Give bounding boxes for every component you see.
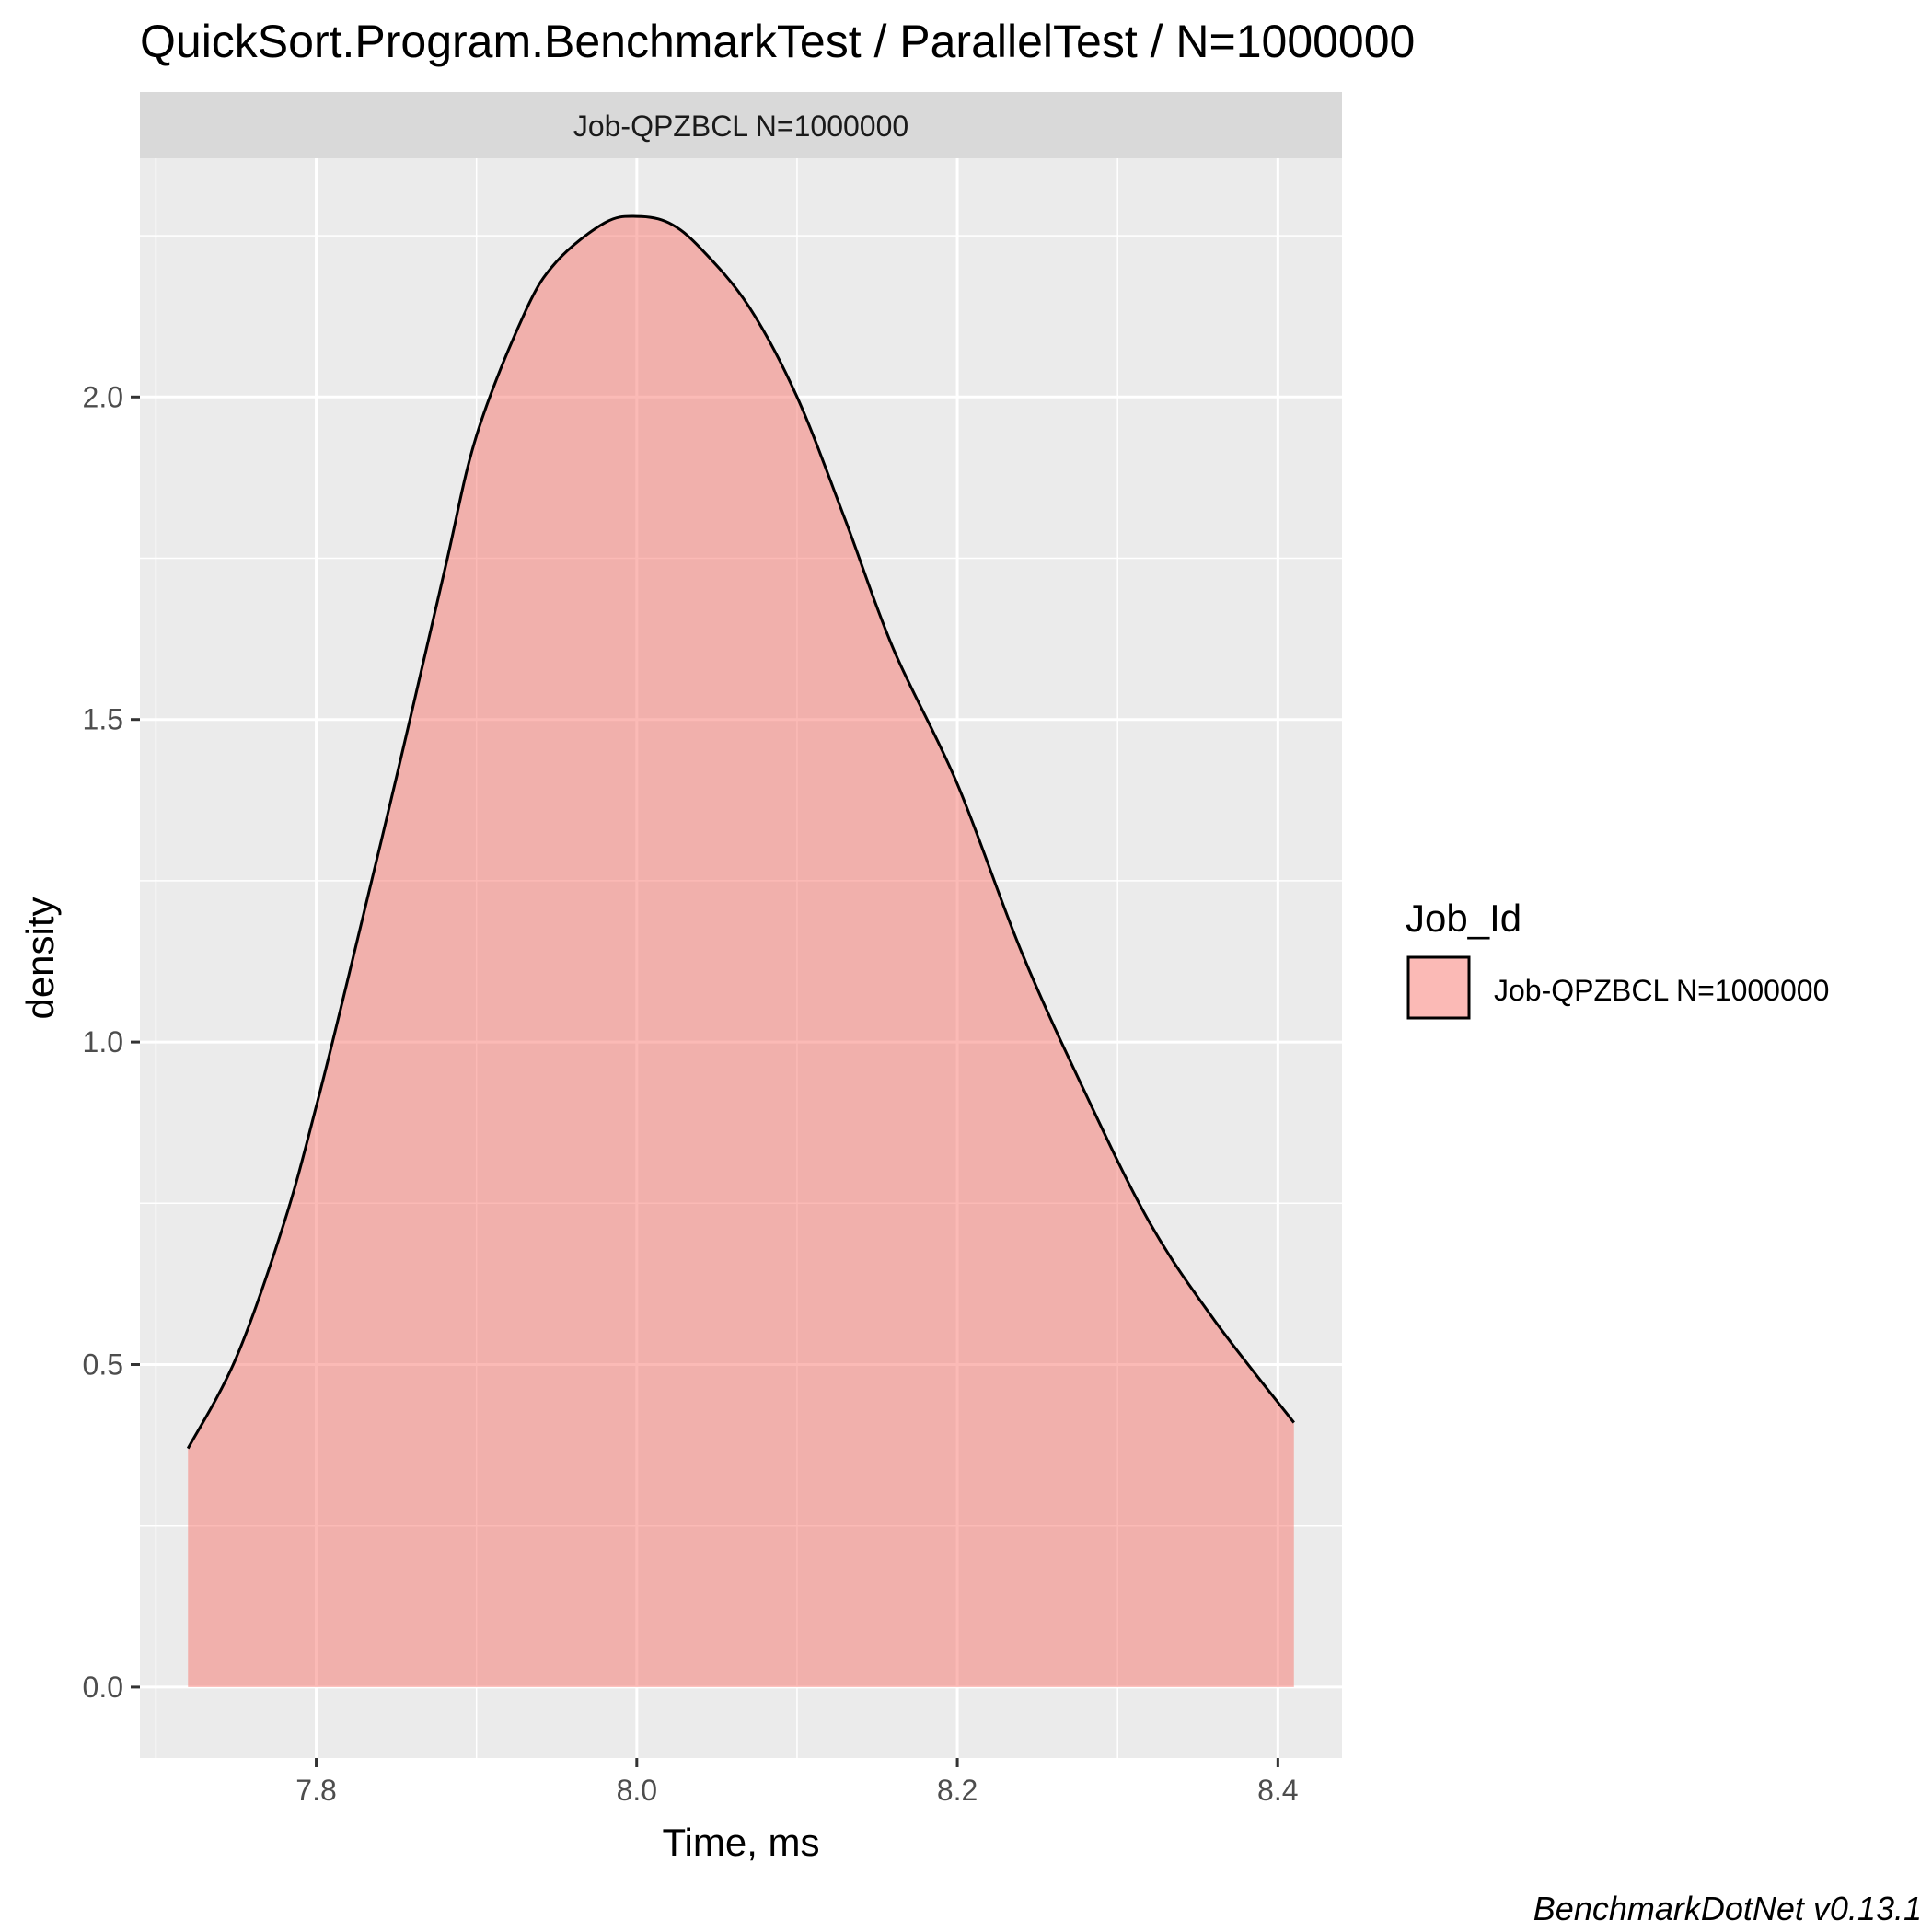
legend-title: Job_Id — [1406, 897, 1521, 940]
x-axis-title: Time, ms — [662, 1821, 819, 1864]
y-tick-label: 0.0 — [83, 1671, 123, 1704]
density-area-fill — [188, 216, 1294, 1687]
legend-key — [1406, 955, 1471, 1020]
density-curve-line — [186, 214, 1295, 1450]
y-tick-label: 0.5 — [83, 1348, 123, 1382]
x-tick-label: 8.0 — [617, 1774, 657, 1807]
density-area — [186, 214, 1295, 1687]
y-tick-label: 1.5 — [83, 703, 123, 736]
y-tick-label: 1.0 — [83, 1025, 123, 1059]
legend-entry: Job-QPZBCL N=1000000 — [1494, 974, 1829, 1007]
x-tick-label: 7.8 — [295, 1774, 336, 1807]
x-tick-label: 8.4 — [1257, 1774, 1298, 1807]
facet-strip-label: Job-QPZBCL N=1000000 — [573, 110, 908, 143]
facet-strip — [140, 92, 1342, 158]
caption: BenchmarkDotNet v0.13.1 — [1533, 1890, 1922, 1927]
y-tick-label: 2.0 — [83, 380, 123, 413]
x-axis-ticks: 7.8 8.0 8.2 8.4 — [295, 1758, 1299, 1807]
y-axis-ticks: 0.0 0.5 1.0 1.5 2.0 — [83, 380, 140, 1704]
x-tick-label: 8.2 — [937, 1774, 978, 1807]
chart-title: QuickSort.Program.BenchmarkTest / Parall… — [140, 16, 1415, 67]
y-axis-title: density — [18, 897, 62, 1019]
